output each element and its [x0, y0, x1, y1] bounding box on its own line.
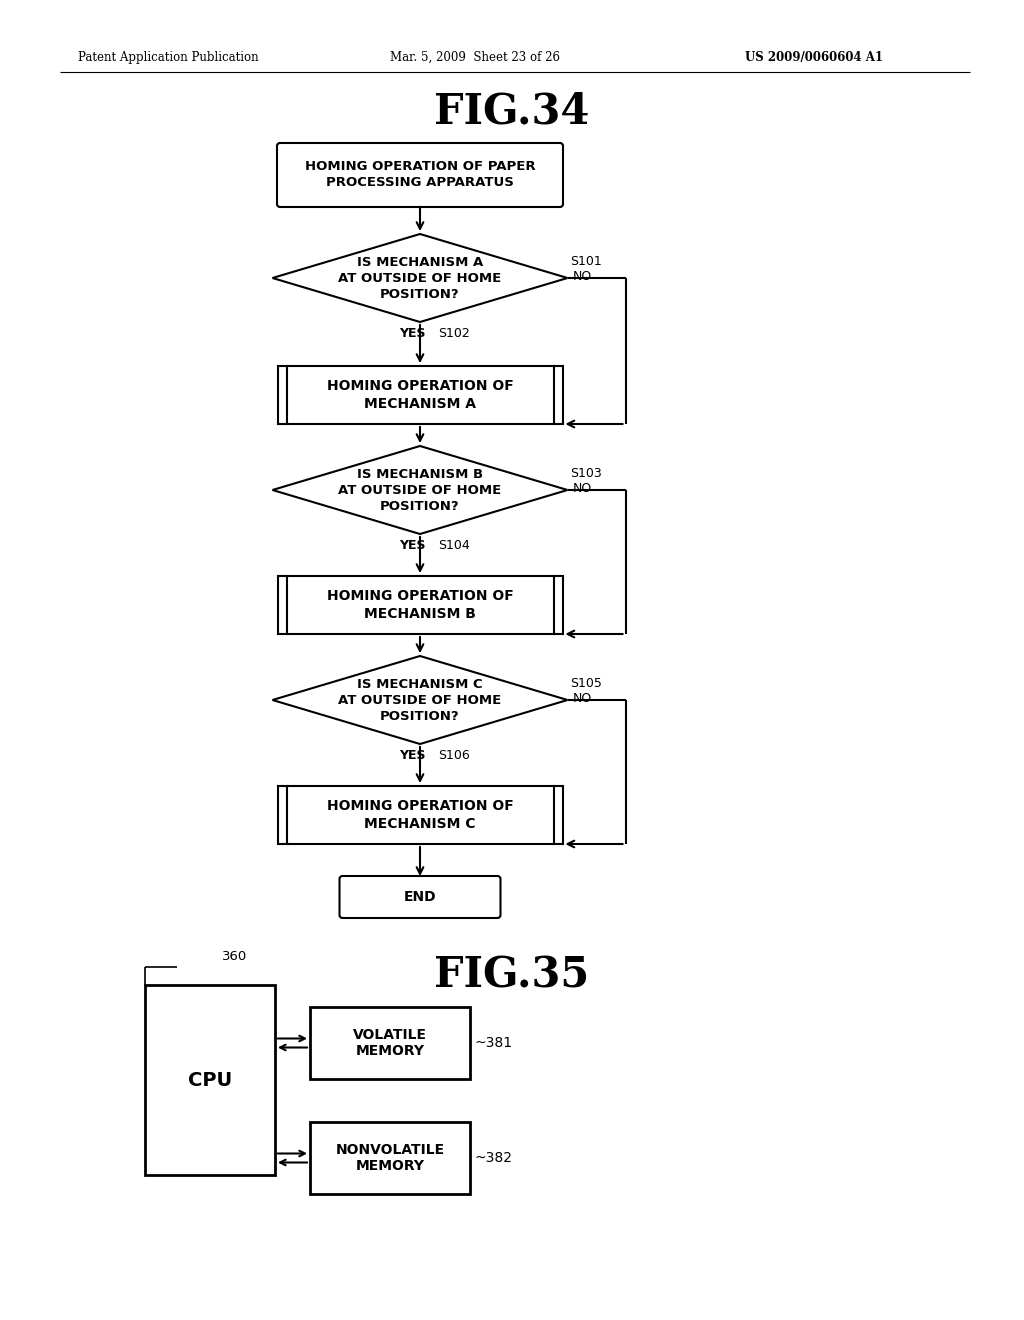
Text: YES: YES — [398, 748, 425, 762]
Text: CPU: CPU — [187, 1071, 232, 1089]
Text: S103: S103 — [570, 467, 602, 480]
Text: IS MECHANISM B
AT OUTSIDE OF HOME
POSITION?: IS MECHANISM B AT OUTSIDE OF HOME POSITI… — [338, 467, 502, 512]
Text: HOMING OPERATION OF
MECHANISM B: HOMING OPERATION OF MECHANISM B — [327, 589, 513, 620]
Bar — [145, 985, 275, 1175]
Text: S104: S104 — [438, 539, 470, 552]
Text: HOMING OPERATION OF PAPER
PROCESSING APPARATUS: HOMING OPERATION OF PAPER PROCESSING APP… — [305, 161, 536, 190]
Polygon shape — [272, 234, 567, 322]
Text: ~382: ~382 — [475, 1151, 513, 1166]
Text: S101: S101 — [570, 255, 602, 268]
Bar — [278, 366, 562, 424]
Polygon shape — [272, 656, 567, 744]
Text: S105: S105 — [570, 677, 602, 690]
Text: YES: YES — [398, 327, 425, 341]
Text: FIG.34: FIG.34 — [434, 91, 590, 133]
Text: NO: NO — [572, 483, 592, 495]
Bar — [278, 576, 562, 634]
Text: END: END — [403, 890, 436, 904]
Text: Patent Application Publication: Patent Application Publication — [78, 50, 259, 63]
FancyBboxPatch shape — [340, 876, 501, 917]
Text: NONVOLATILE
MEMORY: NONVOLATILE MEMORY — [336, 1143, 444, 1173]
Bar — [310, 1007, 470, 1078]
Polygon shape — [272, 446, 567, 535]
Text: Mar. 5, 2009  Sheet 23 of 26: Mar. 5, 2009 Sheet 23 of 26 — [390, 50, 560, 63]
Text: US 2009/0060604 A1: US 2009/0060604 A1 — [745, 50, 883, 63]
Text: IS MECHANISM C
AT OUTSIDE OF HOME
POSITION?: IS MECHANISM C AT OUTSIDE OF HOME POSITI… — [338, 677, 502, 722]
FancyBboxPatch shape — [278, 143, 563, 207]
Bar — [310, 1122, 470, 1195]
Text: NO: NO — [572, 271, 592, 284]
Text: ~381: ~381 — [475, 1036, 513, 1049]
Text: YES: YES — [398, 539, 425, 552]
Bar — [278, 785, 562, 843]
Text: FIG.35: FIG.35 — [434, 954, 590, 997]
Text: HOMING OPERATION OF
MECHANISM C: HOMING OPERATION OF MECHANISM C — [327, 800, 513, 830]
Text: HOMING OPERATION OF
MECHANISM A: HOMING OPERATION OF MECHANISM A — [327, 379, 513, 411]
Text: VOLATILE
MEMORY: VOLATILE MEMORY — [353, 1028, 427, 1059]
Text: IS MECHANISM A
AT OUTSIDE OF HOME
POSITION?: IS MECHANISM A AT OUTSIDE OF HOME POSITI… — [338, 256, 502, 301]
Text: S102: S102 — [438, 327, 470, 341]
Text: 360: 360 — [222, 950, 247, 964]
Text: NO: NO — [572, 693, 592, 705]
Text: S106: S106 — [438, 748, 470, 762]
